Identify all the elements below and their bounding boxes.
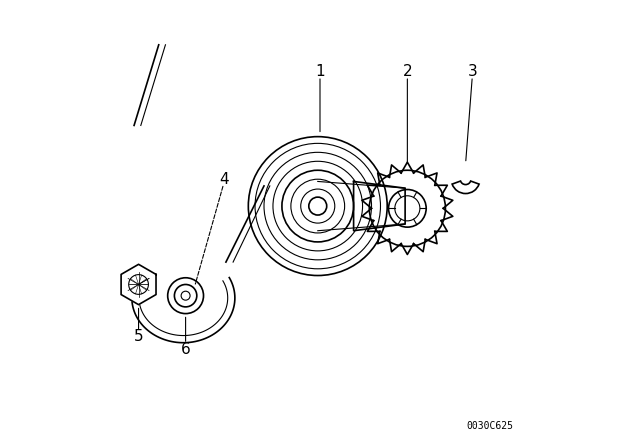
Text: 4: 4 xyxy=(219,172,228,187)
Text: 6: 6 xyxy=(180,342,191,357)
Text: 2: 2 xyxy=(403,64,412,79)
Wedge shape xyxy=(452,181,479,194)
Text: 3: 3 xyxy=(467,64,477,79)
Text: 0030C625: 0030C625 xyxy=(467,421,514,431)
Text: 5: 5 xyxy=(134,328,143,344)
Polygon shape xyxy=(121,264,156,305)
Text: 1: 1 xyxy=(315,64,325,79)
